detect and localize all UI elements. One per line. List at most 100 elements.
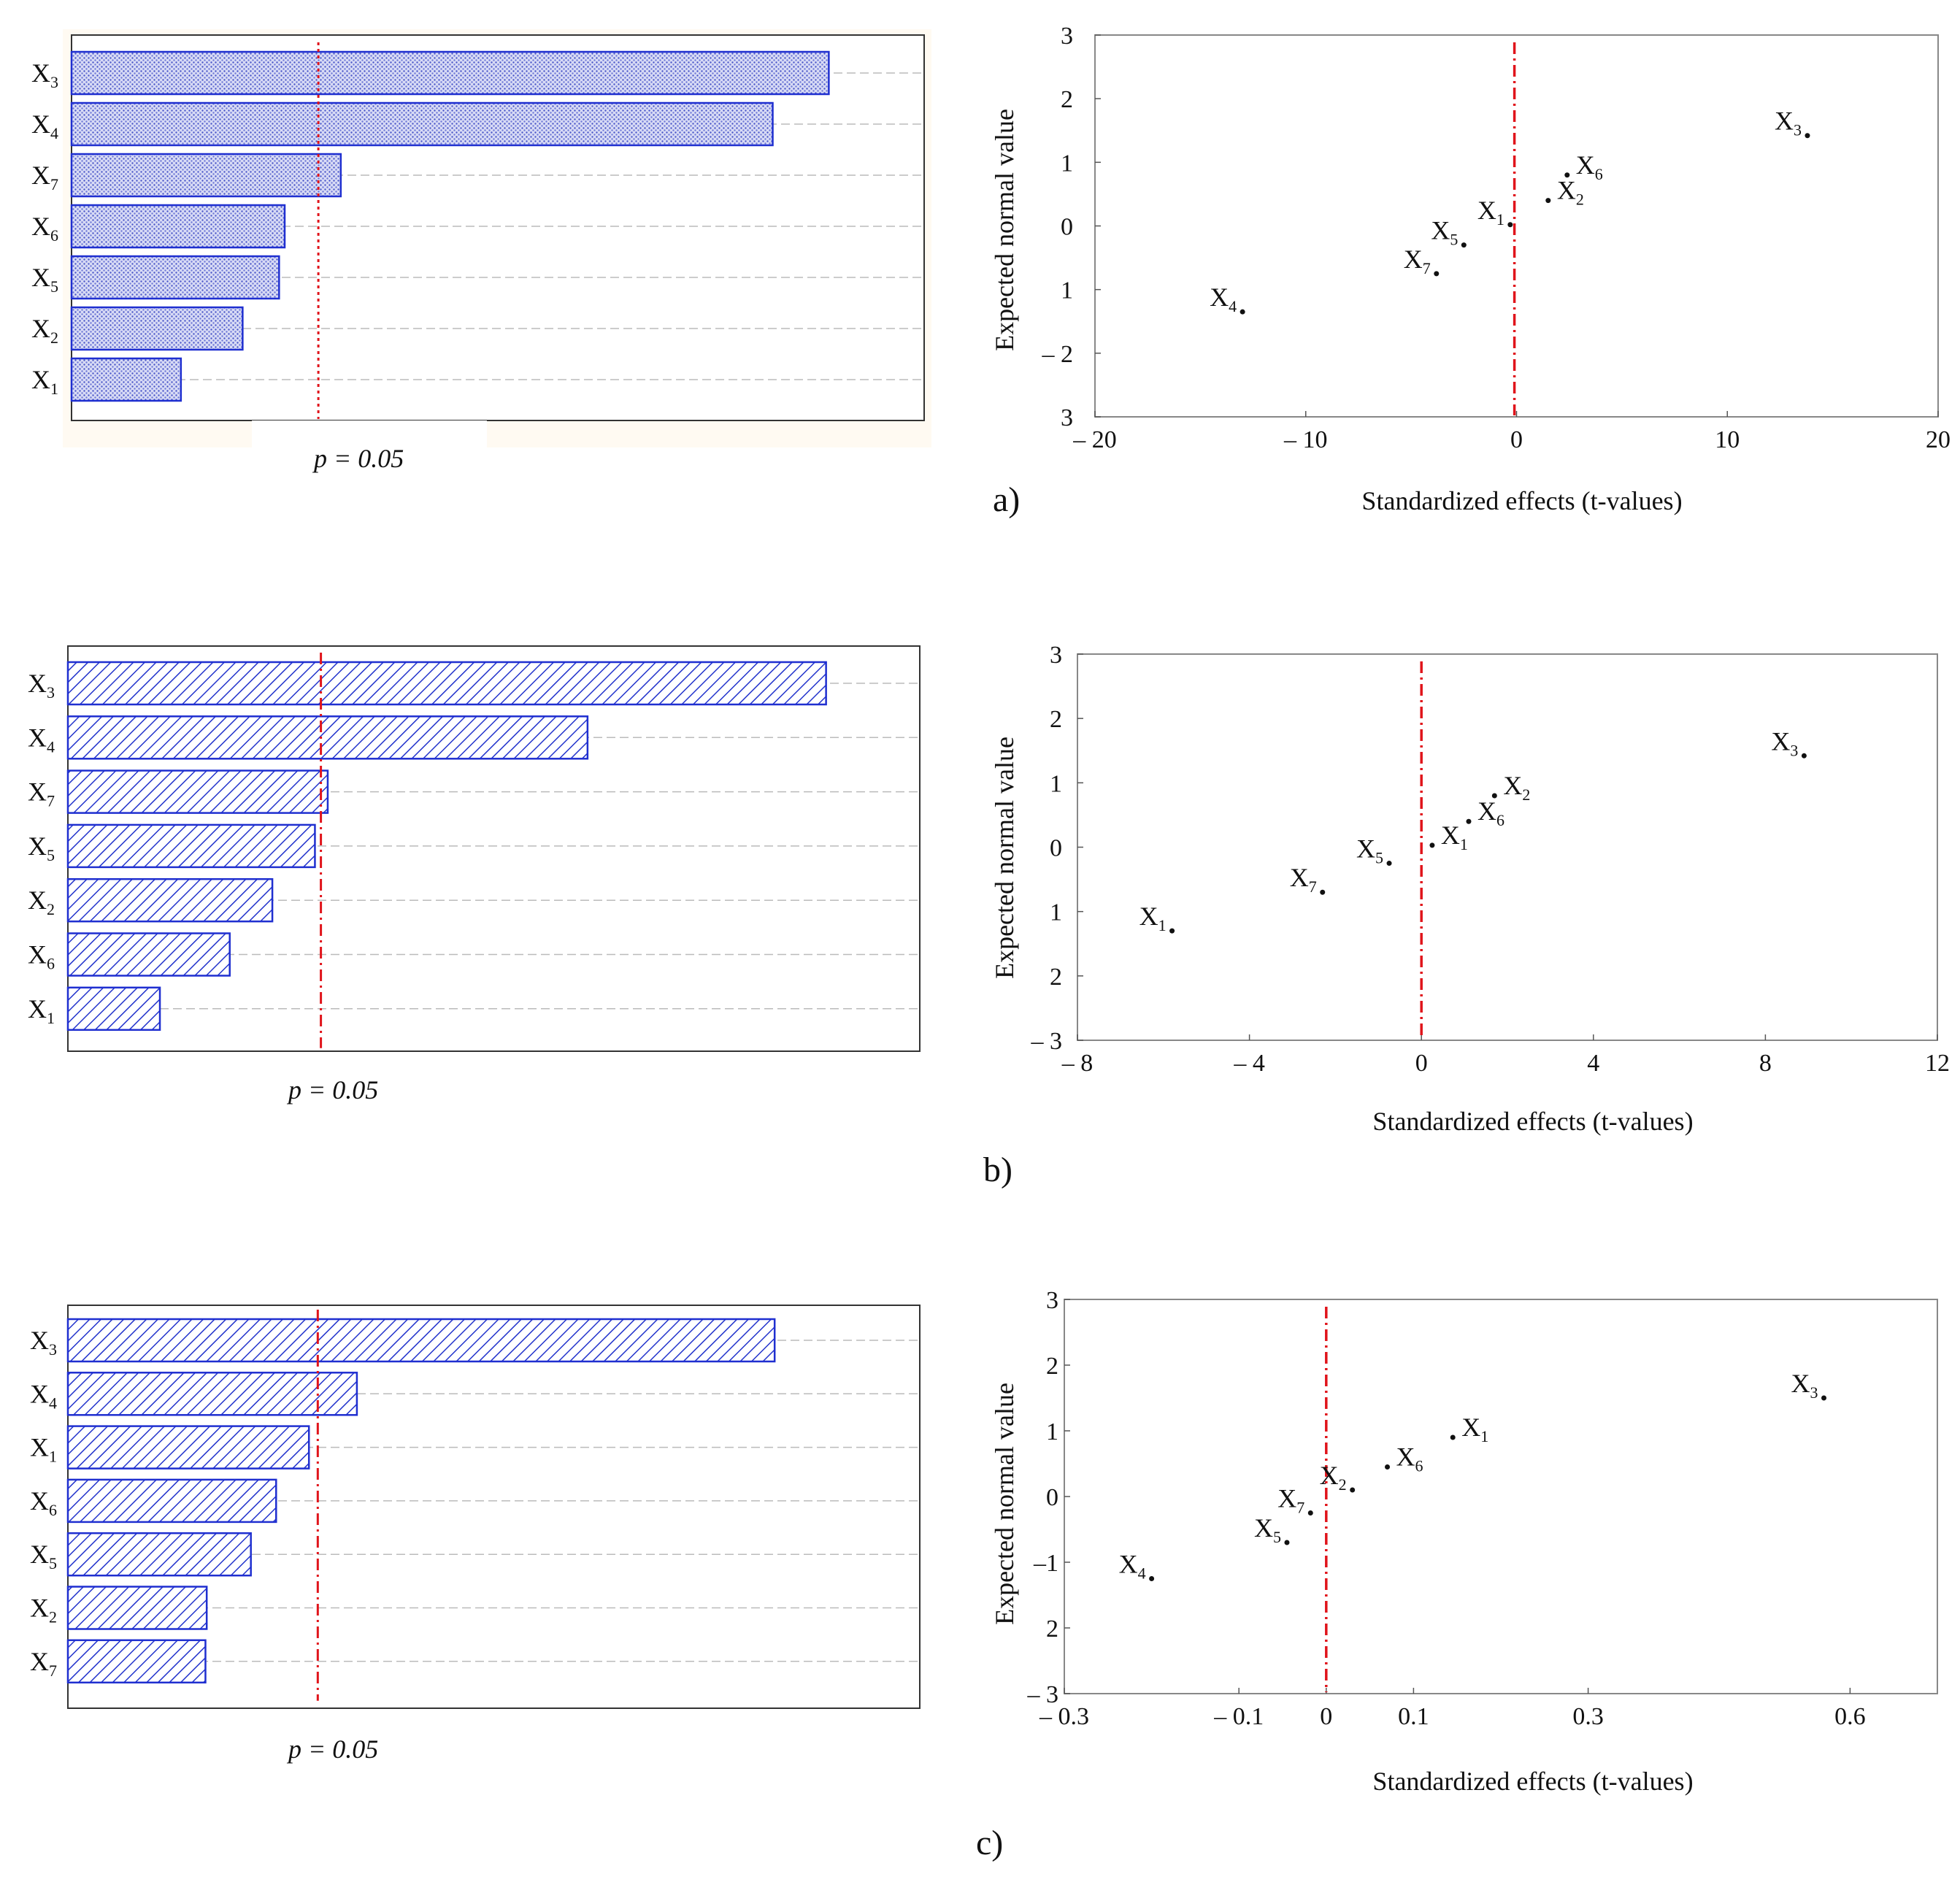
effect-point-x5 — [1284, 1540, 1290, 1545]
x-tick-label: – 8 — [1061, 1050, 1094, 1077]
y-tick-label: 3 — [1046, 1287, 1058, 1314]
threshold-label-c: p = 0.05 — [286, 1735, 378, 1764]
panel-c: X3 X4 X1 X6 X5 X2 X7 p = 0.05 – 0.3 – 0.1 0 0.1 0.… — [30, 1287, 1938, 1862]
category-label-x4: X4 — [30, 1379, 57, 1412]
effect-point-x1 — [1507, 222, 1513, 228]
category-label-x6: X6 — [28, 940, 55, 973]
ylabel-a: Expected normal value — [990, 109, 1019, 351]
x-tick-label: – 0.3 — [1039, 1703, 1089, 1730]
y-tick-label: 0 — [1050, 835, 1062, 862]
effect-label-x2: X2 — [1557, 176, 1584, 209]
threshold-label-a: p = 0.05 — [312, 444, 404, 473]
y-tick-label: 1 — [1061, 150, 1073, 177]
x-tick-label: 0 — [1415, 1050, 1428, 1077]
category-label-x6: X6 — [31, 212, 58, 245]
threshold-label-b: p = 0.05 — [286, 1075, 378, 1105]
effect-label-x7: X7 — [1290, 863, 1317, 896]
category-label-x6: X6 — [30, 1486, 57, 1519]
y-tick-label: 1 — [1061, 277, 1073, 304]
effect-label-x1: X1 — [1477, 196, 1504, 228]
effect-point-x3 — [1805, 133, 1810, 139]
x-tick-label: 0.6 — [1834, 1703, 1866, 1730]
y-tick-label: 1 — [1050, 770, 1062, 797]
effect-point-x2 — [1545, 198, 1551, 204]
effect-point-x5 — [1386, 861, 1392, 867]
effect-label-x2: X2 — [1320, 1461, 1347, 1494]
pareto-bar-x7 — [66, 769, 329, 814]
effect-point-x6 — [1385, 1464, 1391, 1470]
ylabel-c: Expected normal value — [990, 1383, 1019, 1625]
y-tick-label: 2 — [1050, 964, 1062, 991]
pareto-bar-x7 — [70, 153, 342, 198]
pareto-bar-x5 — [66, 823, 316, 869]
effect-label-x2: X2 — [1503, 771, 1530, 804]
x-tick-label: 8 — [1759, 1050, 1772, 1077]
pareto-bar-x6 — [70, 204, 286, 249]
pareto-bar-x2 — [70, 306, 244, 351]
y-tick-label: 3 — [1061, 23, 1073, 50]
pareto-bar-x6 — [66, 1478, 277, 1524]
pareto-gap-a — [252, 420, 487, 447]
effect-label-x5: X5 — [1431, 216, 1458, 249]
x-tick-label: 0 — [1320, 1703, 1332, 1730]
pareto-bar-x2 — [66, 877, 274, 923]
pareto-bar-x3 — [70, 50, 830, 96]
pareto-bar-x1 — [70, 357, 182, 402]
effect-label-x6: X6 — [1576, 150, 1603, 183]
xlabel-a: Standardized effects (t-values) — [1361, 486, 1682, 515]
effect-point-x2 — [1350, 1487, 1356, 1493]
effect-label-x5: X5 — [1254, 1513, 1281, 1546]
category-label-x3: X3 — [30, 1326, 57, 1359]
y-tick-label: 3 — [1050, 642, 1062, 669]
y-tick-label: 3 — [1061, 404, 1073, 431]
pareto-bar-x4 — [66, 715, 589, 760]
category-label-x7: X7 — [31, 161, 58, 193]
xlabel-b: Standardized effects (t-values) — [1372, 1107, 1693, 1136]
category-label-x7: X7 — [30, 1647, 57, 1680]
x-tick-label: 0.1 — [1398, 1703, 1429, 1730]
pareto-bar-x2 — [66, 1586, 208, 1630]
effect-label-x4: X4 — [1210, 283, 1237, 315]
category-label-x4: X4 — [28, 723, 55, 756]
pareto-chart-c: X3 X4 X1 X6 X5 X2 X7 — [30, 1310, 918, 1701]
pareto-chart-a: X3 X4 X7 X6 X5 X2 X1 — [31, 42, 923, 419]
effect-point-x3 — [1801, 753, 1807, 758]
y-tick-label: 1 — [1046, 1418, 1058, 1445]
pareto-chart-b: X3 X4 X7 X5 X2 X6 X1 — [28, 653, 918, 1048]
category-label-x5: X5 — [31, 263, 58, 296]
y-tick-label: – 3 — [1027, 1681, 1059, 1708]
pareto-bar-x3 — [66, 1318, 776, 1363]
y-tick-label: 2 — [1046, 1353, 1058, 1380]
panel-label-b: b) — [983, 1150, 1012, 1189]
effect-point-x4 — [1149, 1576, 1155, 1581]
effect-point-x6 — [1466, 818, 1472, 824]
x-tick-label: – 20 — [1072, 426, 1117, 453]
effect-point-x1 — [1450, 1434, 1456, 1440]
pareto-bar-x1 — [66, 1425, 310, 1470]
effect-point-x7 — [1434, 271, 1440, 277]
effect-label-x3: X3 — [1775, 107, 1802, 139]
x-tick-label: – 4 — [1233, 1050, 1265, 1077]
y-tick-label: 0 — [1061, 214, 1073, 241]
category-label-x4: X4 — [31, 110, 58, 142]
effect-label-x7: X7 — [1404, 245, 1431, 277]
y-tick-label: 2 — [1046, 1616, 1058, 1643]
x-tick-label: – 10 — [1283, 426, 1328, 453]
effect-label-x1: X1 — [1140, 902, 1167, 934]
effect-point-x6 — [1564, 172, 1570, 178]
category-label-x2: X2 — [28, 886, 55, 918]
y-tick-label: 0 — [1046, 1484, 1058, 1511]
effect-point-x3 — [1821, 1395, 1827, 1401]
normal-plot-area-a — [1094, 34, 1939, 418]
x-tick-label: 20 — [1926, 426, 1951, 453]
xlabel-c: Standardized effects (t-values) — [1372, 1767, 1693, 1796]
effect-point-x2 — [1491, 793, 1497, 799]
effect-label-x1: X1 — [1461, 1413, 1488, 1445]
pareto-bar-x1 — [66, 986, 161, 1032]
effect-point-x4 — [1240, 309, 1245, 315]
x-tick-label: – 0.1 — [1213, 1703, 1264, 1730]
